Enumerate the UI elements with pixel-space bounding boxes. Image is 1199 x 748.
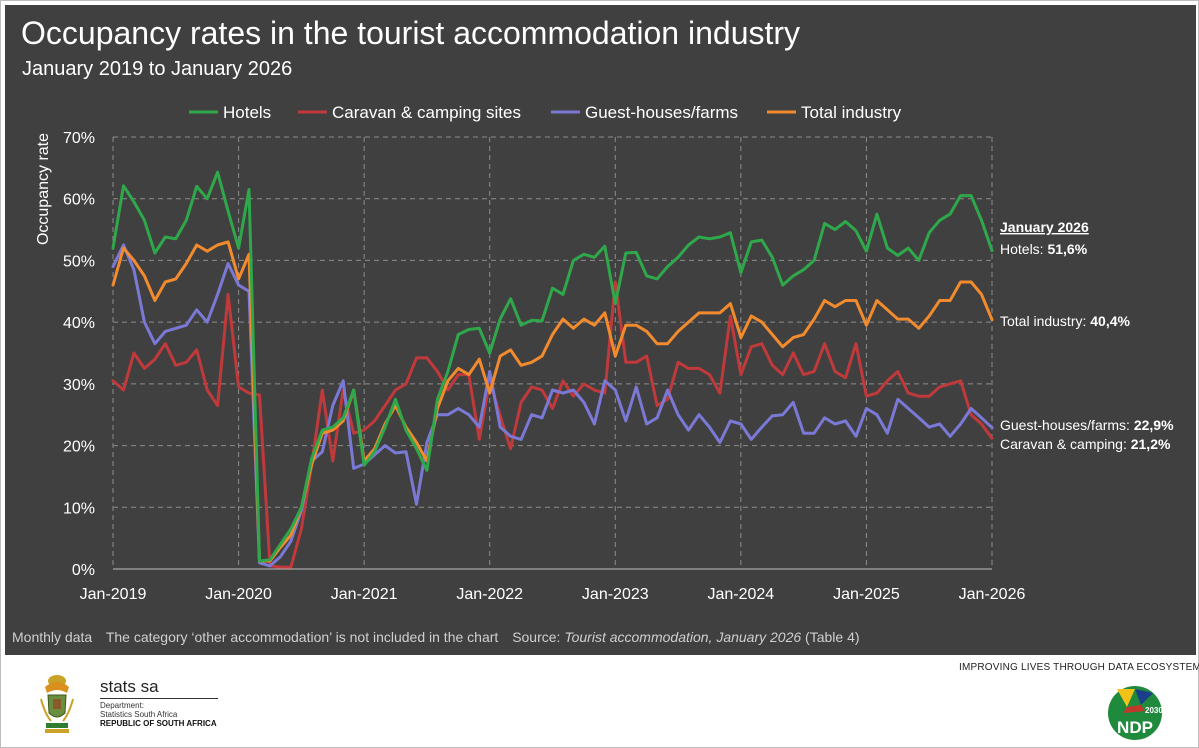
stats-sa-name: stats sa (100, 677, 159, 696)
ndp-2030-logo: 2030 NDP (1108, 686, 1163, 740)
slogan: IMPROVING LIVES THROUGH DATA ECOSYSTEMS (959, 662, 1199, 673)
x-tick-label: Jan-2021 (331, 586, 398, 603)
series-lines (111, 170, 994, 569)
x-tick-label: Jan-2019 (80, 586, 147, 603)
y-tick-label: 0% (72, 562, 95, 579)
annotation-hotels-label: Hotels: (1000, 241, 1047, 257)
footer-monthly: Monthly data (12, 629, 93, 645)
page-title: Occupancy rates in the tourist accommoda… (21, 15, 801, 51)
x-tick-label: Jan-2025 (833, 586, 900, 603)
x-tick-label: Jan-2023 (582, 586, 649, 603)
footer-category-note: The category ‘other accommodation’ is no… (105, 629, 499, 645)
department-line3: REPUBLIC OF SOUTH AFRICA (100, 719, 217, 728)
annotation-guest-label: Guest-houses/farms: (1000, 417, 1134, 433)
annotation-guest-value: 22,9% (1134, 417, 1174, 433)
y-tick-label: 60% (63, 192, 95, 209)
x-tick-label: Jan-2026 (959, 586, 1026, 603)
footer-source: Source: Tourist accommodation, January 2… (512, 629, 859, 645)
y-tick-label: 10% (63, 500, 95, 517)
page-subtitle: January 2019 to January 2026 (22, 58, 293, 80)
y-tick-label: 70% (63, 130, 95, 147)
y-tick-label: 30% (63, 377, 95, 394)
x-tick-label: Jan-2022 (456, 586, 523, 603)
y-tick-label: 20% (63, 439, 95, 456)
annotation-hotels: Hotels: 51,6% (1000, 241, 1088, 257)
ndp-ring (1108, 686, 1162, 740)
stats-divider (100, 698, 218, 699)
ndp-flag-icon (1117, 689, 1135, 707)
grid-lines (112, 136, 993, 570)
annotation-caravan-label: Caravan & camping: (1000, 436, 1131, 452)
annotation-heading: January 2026 (1000, 219, 1089, 235)
annotation-total-label: Total industry: (1000, 313, 1090, 329)
legend: Hotels Caravan & camping sites Guest-hou… (189, 103, 902, 122)
footer-source-prefix: Source: (512, 629, 565, 645)
legend-label-caravan: Caravan & camping sites (332, 103, 521, 122)
end-annotations: January 2026 Hotels: 51,6% Total industr… (1000, 219, 1174, 452)
series-hotels (111, 170, 994, 563)
annotation-guest: Guest-houses/farms: 22,9% (1000, 417, 1174, 433)
legend-label-total: Total industry (801, 103, 902, 122)
ndp-year: 2030 (1145, 706, 1163, 715)
y-tick-label: 40% (63, 315, 95, 332)
x-tick-label: Jan-2024 (707, 586, 774, 603)
y-tick-label: 50% (63, 253, 95, 270)
footer-source-suffix: (Table 4) (801, 629, 860, 645)
line-chart: 0% 10% 20% 30% 40% 50% 60% 70% Jan-2019 Jan-2020… (35, 103, 1174, 603)
annotation-caravan: Caravan & camping: 21,2% (1000, 436, 1171, 452)
department-line2: Statistics South Africa (100, 710, 178, 719)
annotation-caravan-value: 21,2% (1131, 436, 1171, 452)
coat-of-arms-icon (40, 675, 74, 733)
legend-label-guest: Guest-houses/farms (585, 103, 738, 122)
annotation-total: Total industry: 40,4% (1000, 313, 1131, 329)
series-caravan (111, 280, 994, 569)
ndp-text: NDP (1117, 718, 1153, 737)
annotation-hotels-value: 51,6% (1047, 241, 1087, 257)
series-guest-houses (111, 243, 994, 568)
y-axis-ticks: 0% 10% 20% 30% 40% 50% 60% 70% (63, 130, 95, 579)
annotation-total-value: 40,4% (1090, 313, 1130, 329)
legend-label-hotels: Hotels (223, 103, 271, 122)
x-tick-label: Jan-2020 (205, 586, 272, 603)
department-line1: Department: (100, 701, 145, 710)
y-axis-label: Occupancy rate (35, 133, 52, 245)
footer-source-title: Tourist accommodation, January 2026 (564, 629, 802, 645)
x-axis-ticks: Jan-2019 Jan-2020 Jan-2021 Jan-2022 Jan-2023… (80, 586, 1026, 603)
footer-note: Monthly data The category ‘other accommo… (12, 629, 870, 645)
